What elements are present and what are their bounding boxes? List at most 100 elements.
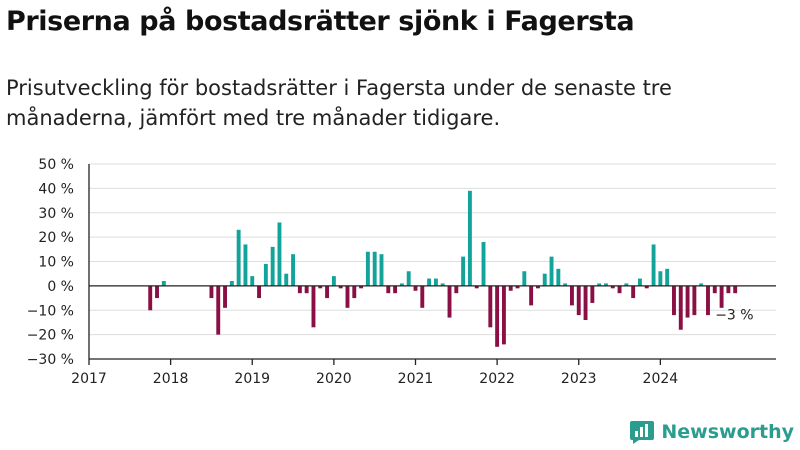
bar: [467, 190, 472, 286]
bar: [331, 276, 336, 286]
bar: [665, 268, 670, 286]
x-tick-label: 2018: [153, 371, 189, 387]
bar: [284, 273, 289, 286]
last-value-label: −3 %: [715, 307, 753, 323]
x-tick-label: 2021: [398, 371, 434, 387]
bar: [325, 285, 330, 299]
y-tick-label: 20 %: [38, 230, 74, 246]
bar: [454, 285, 459, 294]
y-tick-label: −10 %: [27, 303, 74, 319]
bar: [678, 285, 683, 330]
bar: [161, 281, 166, 286]
y-tick-label: 30 %: [38, 206, 74, 222]
bar: [569, 285, 574, 306]
bar: [597, 283, 602, 286]
bar: [236, 229, 241, 286]
bar: [495, 285, 500, 347]
bar: [549, 256, 554, 286]
bar: [263, 263, 268, 286]
bar: [515, 285, 520, 289]
bar: [604, 283, 608, 286]
bar: [658, 271, 663, 286]
bar: [318, 285, 323, 289]
bar: [304, 285, 309, 294]
bar: [644, 285, 649, 289]
bar: [685, 285, 690, 318]
bar: [590, 285, 595, 303]
bar: [399, 283, 404, 286]
bar: [481, 242, 486, 286]
bar: [692, 285, 697, 316]
bar: [556, 268, 561, 286]
bar: [155, 285, 159, 299]
bar: [379, 254, 384, 286]
y-tick-label: 40 %: [38, 181, 74, 197]
y-tick-label: 0 %: [47, 279, 74, 295]
bar: [250, 276, 255, 286]
bar: [352, 285, 357, 299]
brand-logo: Newsworthy: [629, 419, 794, 445]
bar: [406, 271, 411, 286]
bar: [624, 283, 629, 286]
bar: [427, 278, 432, 286]
bar: [209, 285, 214, 299]
bar: [672, 285, 676, 316]
y-tick-label: 50 %: [38, 157, 74, 173]
bar: [712, 285, 717, 294]
bar: [216, 285, 221, 335]
bar: [563, 283, 568, 286]
bar: [433, 278, 438, 286]
x-tick-label: 2017: [71, 371, 107, 387]
bar: [699, 283, 704, 286]
x-tick-label: 2023: [561, 371, 597, 387]
bar: [651, 244, 656, 286]
bar: [474, 285, 479, 289]
x-tick-label: 2019: [234, 371, 270, 387]
x-tick-label: 2022: [479, 371, 515, 387]
bar: [440, 283, 445, 286]
bar: [229, 281, 234, 286]
bar: [638, 278, 642, 286]
brand-name: Newsworthy: [661, 421, 794, 443]
bar: [583, 285, 588, 320]
bar: [257, 285, 261, 299]
bar: [393, 285, 398, 294]
bar: [610, 285, 615, 289]
bar: [706, 285, 710, 316]
bar: [576, 285, 581, 316]
bar: [270, 246, 275, 286]
bar: [447, 285, 452, 318]
bar: [413, 285, 418, 291]
price-change-bar-chart: 50 % 40 % 30 % 20 % 10 % 0 % −10 % −20 % −30 % 20…: [27, 157, 776, 387]
bar: [542, 273, 547, 286]
x-tick-label: 2024: [643, 371, 679, 387]
bar: [372, 251, 377, 286]
bar: [488, 285, 493, 328]
bar: [631, 285, 636, 299]
bar: [386, 285, 391, 294]
y-tick-label: −30 %: [27, 352, 74, 368]
chart-subtitle: Prisutveckling för bostadsrätter i Fager…: [6, 76, 672, 130]
y-tick-label: −20 %: [27, 328, 74, 344]
bar: [508, 285, 513, 291]
bar: [529, 285, 534, 306]
bar: [338, 285, 343, 289]
bar: [522, 271, 527, 286]
bar: [291, 254, 296, 286]
bar: [148, 285, 153, 311]
bar: [726, 285, 731, 294]
bar: [243, 244, 248, 286]
chart-title: Priserna på bostadsrätter sjönk i Fagers…: [6, 6, 635, 37]
bar: [345, 285, 350, 308]
bar: [535, 285, 540, 289]
bar: [365, 251, 370, 286]
bar: [501, 285, 506, 345]
bar: [420, 285, 425, 308]
bar: [297, 285, 302, 294]
bar: [311, 285, 316, 328]
bar: [733, 285, 738, 294]
bar: [277, 222, 282, 286]
bar: [359, 285, 364, 289]
bar: [223, 285, 227, 308]
bar: [719, 285, 724, 308]
